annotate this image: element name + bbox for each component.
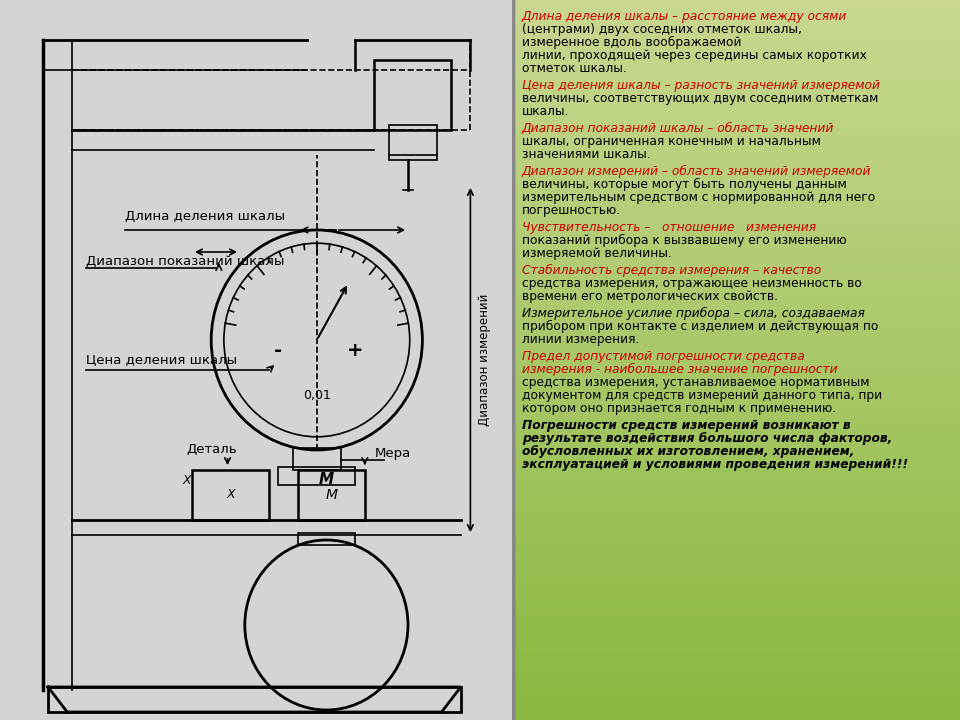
Text: величины, которые могут быть получены данным: величины, которые могут быть получены да… xyxy=(521,178,847,191)
Text: Мера: Мера xyxy=(374,447,411,460)
Text: (центрами) двух соседних отметок шкалы,: (центрами) двух соседних отметок шкалы, xyxy=(521,23,802,36)
Text: Диапазон показаний шкалы – область значений: Диапазон показаний шкалы – область значе… xyxy=(521,122,834,135)
Text: результате воздействия большого числа факторов,: результате воздействия большого числа фа… xyxy=(521,432,892,445)
Text: Погрешности средств измерений возникают в: Погрешности средств измерений возникают … xyxy=(521,419,851,432)
Text: отметок шкалы.: отметок шкалы. xyxy=(521,62,627,75)
Bar xyxy=(278,467,355,485)
Text: измерения - наибольшее значение погрешности: измерения - наибольшее значение погрешно… xyxy=(521,363,837,376)
Text: 0,01: 0,01 xyxy=(302,389,331,402)
Text: погрешностью.: погрешностью. xyxy=(521,204,621,217)
Text: Цена деления шкалы: Цена деления шкалы xyxy=(86,353,237,366)
Text: Длина деления шкалы – расстояние между осями: Длина деления шкалы – расстояние между о… xyxy=(521,10,847,23)
Text: Стабильность средства измерения – качество: Стабильность средства измерения – качест… xyxy=(521,264,821,277)
Text: эксплуатацией и условиями проведения измерений!!!: эксплуатацией и условиями проведения изм… xyxy=(521,458,908,471)
Text: M: M xyxy=(325,488,337,502)
Text: средства измерения, устанавливаемое нормативным: средства измерения, устанавливаемое норм… xyxy=(521,376,869,389)
Text: Диапазон измерений – область значений измеряемой: Диапазон измерений – область значений из… xyxy=(521,165,871,178)
Text: Цена деления шкалы – разность значений измеряемой: Цена деления шкалы – разность значений и… xyxy=(521,79,879,92)
Bar xyxy=(374,60,451,130)
Text: X: X xyxy=(227,488,234,502)
Text: линии измерения.: линии измерения. xyxy=(521,333,639,346)
Bar xyxy=(298,533,355,545)
Text: прибором при контакте с изделием и действующая по: прибором при контакте с изделием и дейст… xyxy=(521,320,878,333)
Text: Деталь: Деталь xyxy=(186,443,236,456)
Text: Предел допустимой погрешности средства: Предел допустимой погрешности средства xyxy=(521,350,804,363)
Text: измерительным средством с нормированной для него: измерительным средством с нормированной … xyxy=(521,191,875,204)
Text: измеренное вдоль воображаемой: измеренное вдоль воображаемой xyxy=(521,36,741,49)
Text: времени его метрологических свойств.: времени его метрологических свойств. xyxy=(521,290,778,303)
Text: Измерительное усилие прибора – сила, создаваемая: Измерительное усилие прибора – сила, соз… xyxy=(521,307,865,320)
Text: шкалы.: шкалы. xyxy=(521,105,569,118)
Text: Чувствительность –   отношение   изменения: Чувствительность – отношение изменения xyxy=(521,221,816,234)
Bar xyxy=(293,448,341,470)
Text: значениями шкалы.: значениями шкалы. xyxy=(521,148,650,161)
Text: шкалы, ограниченная конечным и начальным: шкалы, ограниченная конечным и начальным xyxy=(521,135,821,148)
Text: -: - xyxy=(275,341,282,359)
Bar xyxy=(192,470,269,520)
Bar xyxy=(389,125,437,160)
Text: котором оно признается годным к применению.: котором оно признается годным к применен… xyxy=(521,402,836,415)
Text: средства измерения, отражающее неизменность во: средства измерения, отражающее неизменно… xyxy=(521,277,861,290)
Text: Длина деления шкалы: Длина деления шкалы xyxy=(125,210,285,223)
Text: M: M xyxy=(319,472,334,487)
Text: Диапазон измерений: Диапазон измерений xyxy=(478,294,492,426)
Text: X: X xyxy=(183,474,191,487)
Text: величины, соответствующих двум соседним отметкам: величины, соответствующих двум соседним … xyxy=(521,92,878,105)
Bar xyxy=(48,687,461,712)
Text: документом для средств измерений данного типа, при: документом для средств измерений данного… xyxy=(521,389,881,402)
Text: показаний прибора к вызвавшему его изменению: показаний прибора к вызвавшему его измен… xyxy=(521,234,847,247)
Text: +: + xyxy=(347,341,364,359)
Text: обусловленных их изготовлением, хранением,: обусловленных их изготовлением, хранение… xyxy=(521,445,854,458)
Text: Диапазон показаний шкалы: Диапазон показаний шкалы xyxy=(86,255,285,268)
Bar xyxy=(298,470,365,520)
Text: измеряемой величины.: измеряемой величины. xyxy=(521,247,671,260)
Text: линии, проходящей через середины самых коротких: линии, проходящей через середины самых к… xyxy=(521,49,867,62)
